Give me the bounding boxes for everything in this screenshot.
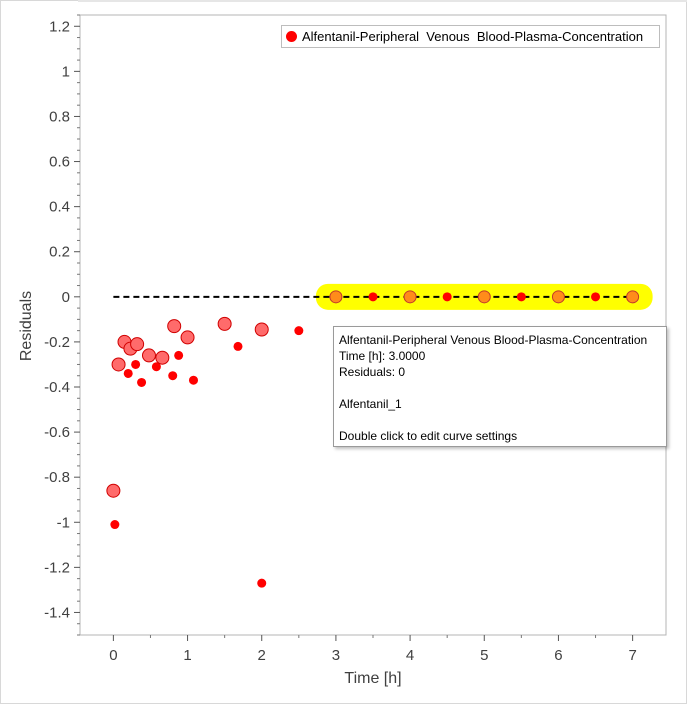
highlighted-data-point[interactable]: [477, 290, 491, 304]
data-point[interactable]: [516, 292, 526, 302]
data-point[interactable]: [368, 292, 378, 302]
legend-entry-label: Alfentanil-Peripheral Venous Blood-Plasm…: [302, 29, 644, 44]
data-point-large[interactable]: [130, 337, 145, 352]
x-tick-label: 7: [628, 647, 636, 664]
data-points[interactable]: [106, 290, 640, 588]
data-point-large[interactable]: [180, 330, 195, 345]
y-tick-label: 0: [62, 289, 70, 306]
y-tick-label: 1.2: [49, 18, 70, 35]
data-point[interactable]: [257, 578, 267, 588]
data-point-large[interactable]: [155, 350, 170, 365]
y-tick-label: -1: [57, 514, 70, 531]
tooltip-spacer: [339, 380, 666, 396]
data-point[interactable]: [123, 368, 133, 378]
data-point[interactable]: [294, 326, 304, 336]
y-tick-label: -1.2: [44, 559, 70, 576]
data-point-large[interactable]: [111, 357, 126, 372]
legend[interactable]: Alfentanil-Peripheral Venous Blood-Plasm…: [281, 25, 660, 48]
data-point[interactable]: [188, 375, 198, 385]
y-tick-label: 0.6: [49, 154, 70, 171]
y-tick-label: 0.2: [49, 244, 70, 261]
y-axis-title: Residuals: [18, 291, 35, 361]
x-axis-title: Time [h]: [344, 670, 401, 687]
data-point[interactable]: [151, 362, 161, 372]
top-divider: [78, 0, 687, 2]
tooltip-curve-name: Alfentanil_1: [339, 397, 402, 411]
curve-tooltip: Alfentanil-Peripheral Venous Blood-Plasm…: [333, 326, 667, 447]
x-tick-label: 0: [109, 647, 117, 664]
y-tick-label: -0.4: [44, 379, 70, 396]
tooltip-series-name: Alfentanil-Peripheral Venous Blood-Plasm…: [339, 333, 648, 347]
tooltip-residual: Residuals: 0: [339, 365, 406, 379]
x-tick-label: 2: [258, 647, 266, 664]
y-tick-label: 0.4: [49, 199, 70, 216]
data-point-large[interactable]: [217, 316, 232, 331]
x-axis-ticks: 0 1 2 3 4 5 6 7: [109, 635, 637, 664]
data-point[interactable]: [168, 371, 178, 381]
data-point-large[interactable]: [254, 322, 269, 337]
tooltip-hint: Double click to edit curve settings: [339, 429, 518, 443]
y-tick-label: -0.6: [44, 424, 70, 441]
x-tick-label: 6: [554, 647, 562, 664]
highlighted-data-point[interactable]: [329, 290, 343, 304]
tooltip-spacer: [339, 412, 666, 428]
tooltip-time: Time [h]: 3.0000: [339, 349, 426, 363]
data-point[interactable]: [233, 341, 243, 351]
x-tick-label: 1: [183, 647, 191, 664]
highlighted-data-point[interactable]: [626, 290, 640, 304]
legend-marker-icon: [286, 31, 297, 42]
data-point[interactable]: [137, 377, 147, 387]
data-point-large[interactable]: [141, 348, 156, 363]
data-point[interactable]: [591, 292, 601, 302]
y-axis-ticks: 1.2 1 0.8 0.6 0.4 0.2 0 -0.2 -0.4 -0.6 -0.8 -1 -1.2 -…: [44, 14, 80, 636]
y-tick-label: -0.2: [44, 334, 70, 351]
highlighted-data-point[interactable]: [403, 290, 417, 304]
data-point-large[interactable]: [167, 319, 182, 334]
y-tick-label: -0.8: [44, 469, 70, 486]
data-point[interactable]: [174, 350, 184, 360]
y-tick-label: -1.4: [44, 604, 70, 621]
x-tick-label: 5: [480, 647, 488, 664]
y-tick-label: 1: [62, 63, 70, 80]
data-point[interactable]: [131, 359, 141, 369]
highlighted-data-point[interactable]: [551, 290, 565, 304]
y-tick-label: 0.8: [49, 108, 70, 125]
data-point[interactable]: [442, 292, 452, 302]
data-point-large[interactable]: [106, 483, 121, 498]
data-point[interactable]: [110, 520, 120, 530]
x-tick-label: 3: [332, 647, 340, 664]
x-tick-label: 4: [406, 647, 414, 664]
